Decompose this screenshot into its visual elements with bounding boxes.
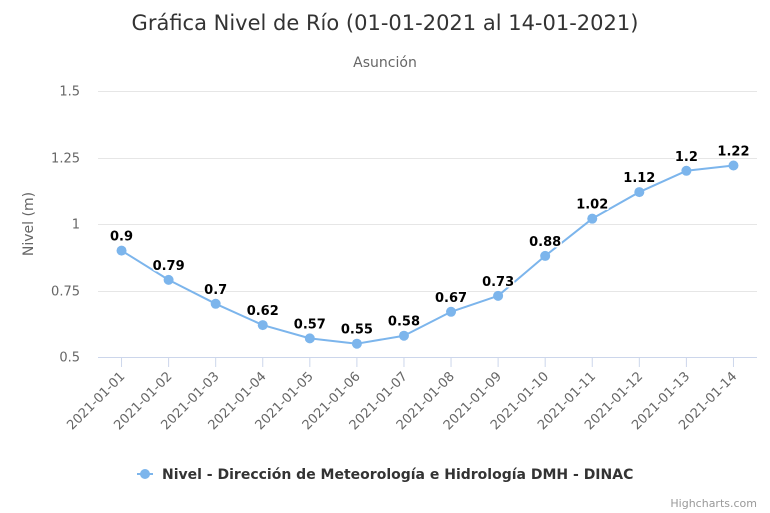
- gridlines: [98, 91, 757, 292]
- data-point[interactable]: [351, 338, 362, 349]
- y-tick-label: 1.25: [51, 152, 80, 167]
- data-point[interactable]: [728, 160, 739, 171]
- data-point[interactable]: [257, 320, 268, 331]
- y-axis-ticks: 0.5 0.75 1 1.25 1.5: [51, 85, 80, 366]
- data-point[interactable]: [304, 333, 315, 344]
- data-point[interactable]: [116, 245, 127, 256]
- data-point[interactable]: [398, 330, 409, 341]
- data-label: 0.79: [153, 259, 185, 274]
- x-axis-ticks: 2021-01-012021-01-022021-01-032021-01-04…: [64, 357, 740, 433]
- legend[interactable]: Nivel - Dirección de Meteorología e Hidr…: [137, 467, 633, 483]
- y-tick-label: 1: [72, 218, 80, 233]
- y-axis-label: Nivel (m): [21, 192, 37, 256]
- data-point[interactable]: [681, 165, 692, 176]
- data-labels: 0.9 0.79 0.7 0.62 0.57 0.55 0.58 0.67 0.73 0.88 1.…: [109, 143, 751, 339]
- data-point[interactable]: [163, 274, 174, 285]
- legend-item-label[interactable]: Nivel - Dirección de Meteorología e Hidr…: [162, 467, 633, 483]
- data-label: 0.7: [204, 283, 227, 298]
- data-label: 0.55: [341, 323, 373, 338]
- data-label: 0.67: [435, 291, 467, 306]
- data-point[interactable]: [587, 213, 598, 224]
- y-tick-label: 0.5: [59, 351, 80, 366]
- data-label: 0.88: [529, 235, 561, 250]
- legend-marker-icon: [140, 469, 150, 479]
- chart-subtitle: Asunción: [353, 55, 417, 71]
- series-line: [120, 164, 735, 345]
- data-label: 1.22: [717, 144, 749, 159]
- data-label: 1.12: [623, 171, 655, 186]
- y-tick-label: 1.5: [59, 85, 80, 100]
- y-tick-label: 0.75: [51, 285, 80, 300]
- data-point[interactable]: [210, 298, 221, 309]
- credits-link[interactable]: Highcharts.com: [670, 497, 757, 510]
- chart-title: Gráfica Nivel de Río (01-01-2021 al 14-0…: [132, 11, 639, 35]
- data-label: 0.62: [247, 304, 279, 319]
- data-label: 0.9: [110, 230, 133, 245]
- data-label: 0.57: [294, 317, 326, 332]
- data-point[interactable]: [493, 290, 504, 301]
- data-label: 1.02: [576, 198, 608, 213]
- series-layer: [116, 160, 739, 349]
- data-point[interactable]: [446, 306, 457, 317]
- data-label: 0.58: [388, 315, 420, 330]
- data-point[interactable]: [634, 187, 645, 198]
- data-point[interactable]: [540, 250, 551, 261]
- data-label: 1.2: [675, 150, 698, 165]
- data-label: 0.73: [482, 275, 514, 290]
